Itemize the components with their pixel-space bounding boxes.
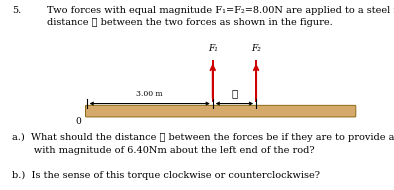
Text: 3.00 m: 3.00 m bbox=[136, 90, 163, 98]
Text: a.)  What should the distance ℓ between the forces be if they are to provide a n: a.) What should the distance ℓ between t… bbox=[12, 133, 394, 155]
Text: b.)  Is the sense of this torque clockwise or counterclockwise?: b.) Is the sense of this torque clockwis… bbox=[12, 171, 320, 180]
Text: ℓ: ℓ bbox=[231, 89, 238, 98]
Text: Two forces with equal magnitude F₁=F₂=8.00N are applied to a steel rod with the
: Two forces with equal magnitude F₁=F₂=8.… bbox=[47, 6, 394, 27]
Text: F₁: F₁ bbox=[208, 44, 218, 53]
Text: 5.: 5. bbox=[12, 6, 21, 15]
Text: 0: 0 bbox=[75, 117, 81, 126]
Text: F₂: F₂ bbox=[251, 44, 261, 53]
FancyBboxPatch shape bbox=[85, 105, 356, 117]
